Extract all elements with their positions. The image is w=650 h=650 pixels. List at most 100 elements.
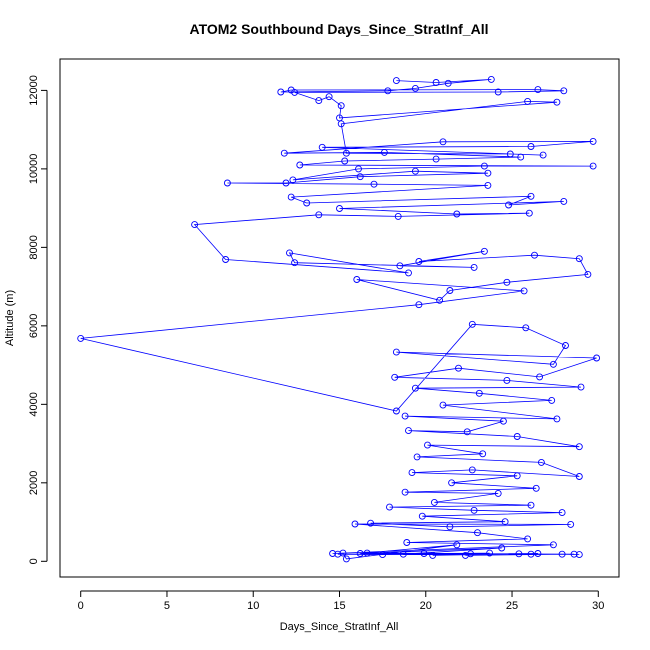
data-point — [439, 401, 447, 409]
x-tick-label: 30 — [592, 600, 604, 612]
data-point — [484, 169, 492, 177]
data-point — [401, 488, 409, 496]
data-point — [415, 258, 423, 265]
data-point — [503, 278, 511, 286]
data-point — [386, 503, 393, 511]
data-point — [405, 269, 412, 277]
data-point — [549, 541, 557, 549]
data-point — [524, 535, 532, 543]
data-point — [436, 296, 444, 304]
data-point — [567, 520, 575, 528]
data-point — [575, 443, 583, 451]
data-point — [191, 221, 199, 229]
data-point — [336, 205, 343, 212]
data-point — [593, 354, 601, 362]
data-point — [351, 520, 359, 528]
data-point — [474, 529, 481, 537]
data-point — [480, 162, 488, 170]
data-point — [484, 181, 492, 189]
data-point — [342, 555, 350, 563]
data-point — [337, 102, 345, 110]
data-point — [415, 301, 423, 309]
data-point — [553, 98, 561, 106]
data-point — [501, 518, 509, 526]
plot-frame — [59, 58, 620, 578]
data-point — [392, 407, 400, 415]
x-tick-label: 5 — [164, 600, 170, 612]
data-point — [411, 384, 419, 392]
data-point — [536, 373, 544, 381]
data-point — [487, 75, 495, 83]
data-point — [291, 259, 299, 267]
data-point — [527, 501, 535, 509]
data-point — [396, 262, 404, 270]
data-point — [558, 509, 566, 517]
data-point — [525, 209, 533, 217]
data-point — [577, 383, 585, 391]
data-point — [534, 550, 542, 557]
data-point — [584, 270, 592, 278]
data-point — [384, 87, 392, 95]
data-point — [353, 276, 361, 283]
series-layer — [77, 75, 601, 563]
data-point — [430, 498, 438, 506]
data-point — [399, 550, 407, 558]
data-point — [524, 97, 532, 105]
data-point — [342, 149, 350, 157]
data-point — [280, 149, 288, 157]
data-point — [405, 427, 412, 435]
data-point — [420, 550, 428, 557]
data-point — [570, 550, 578, 558]
data-point — [506, 150, 514, 158]
data-point — [531, 251, 538, 259]
data-point — [527, 192, 535, 200]
data-point — [575, 255, 583, 263]
x-tick-label: 0 — [78, 600, 84, 612]
y-tick-label: 4000 — [28, 392, 40, 416]
data-point — [418, 512, 426, 520]
data-point — [315, 211, 323, 219]
data-point — [432, 79, 440, 86]
data-point — [480, 247, 488, 255]
data-point — [505, 201, 513, 209]
data-point — [286, 249, 293, 257]
data-point — [498, 544, 506, 552]
data-point — [287, 193, 295, 201]
data-point — [463, 428, 471, 436]
y-tick-label: 2000 — [28, 471, 40, 495]
data-point — [329, 550, 337, 557]
data-point — [446, 523, 454, 531]
data-point — [363, 549, 371, 557]
x-tick-label: 25 — [506, 600, 518, 612]
data-point — [392, 77, 400, 85]
data-point — [355, 165, 362, 173]
data-point — [468, 466, 476, 474]
data-point — [548, 396, 556, 404]
data-point — [392, 348, 400, 356]
data-point — [411, 84, 419, 92]
data-point — [223, 179, 231, 187]
data-point — [367, 519, 375, 527]
data-point — [379, 551, 387, 559]
data-point — [277, 88, 285, 96]
data-point — [549, 360, 557, 368]
y-tick-label: 12000 — [28, 75, 40, 106]
data-point — [494, 489, 502, 497]
series-line — [80, 79, 597, 560]
data-point — [527, 550, 535, 558]
data-point — [517, 153, 525, 161]
data-point — [513, 472, 521, 480]
data-point — [575, 473, 583, 480]
data-point — [486, 549, 494, 557]
data-point — [413, 453, 421, 461]
data-point — [515, 550, 523, 558]
data-point — [432, 155, 440, 163]
data-point — [562, 342, 569, 349]
data-point — [439, 138, 447, 146]
data-point — [401, 412, 409, 420]
data-point — [370, 180, 378, 188]
y-axis-label: Altitude (m) — [4, 290, 16, 346]
data-point — [303, 199, 311, 207]
